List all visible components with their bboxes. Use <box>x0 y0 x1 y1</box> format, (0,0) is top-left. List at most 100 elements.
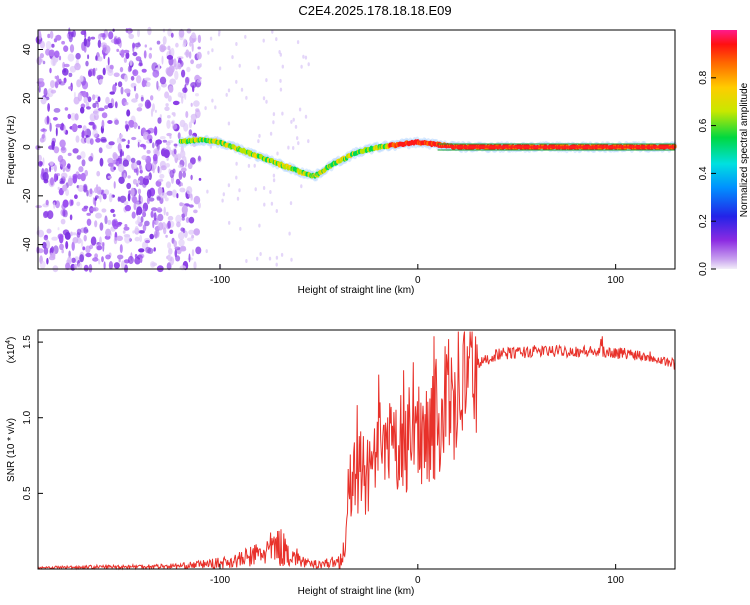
noise-speckle <box>108 162 114 167</box>
noise-speckle <box>88 70 92 77</box>
noise-speckle <box>139 59 143 67</box>
noise-speckle <box>53 164 57 172</box>
snr-x-ticks: -100 0 100 <box>210 564 624 586</box>
noise-speckle <box>99 222 104 231</box>
noise-speckle <box>161 222 167 230</box>
noise-speckle <box>174 246 181 251</box>
noise-speckle <box>156 40 161 45</box>
noise-speckle <box>137 29 140 38</box>
noise-speckle <box>63 125 67 134</box>
noise-speckle <box>191 34 197 39</box>
noise-speckle <box>207 50 210 55</box>
noise-speckle <box>142 208 146 218</box>
noise-speckle <box>96 245 103 251</box>
noise-speckle <box>222 192 225 197</box>
noise-speckle <box>92 207 99 212</box>
noise-speckle <box>85 245 91 254</box>
noise-speckle <box>191 249 195 257</box>
noise-speckle <box>42 172 49 182</box>
noise-speckle <box>81 80 89 90</box>
x-tick-label: -100 <box>210 275 230 286</box>
noise-speckle <box>42 128 45 132</box>
noise-speckle <box>146 189 152 199</box>
noise-speckle <box>38 33 42 40</box>
noise-speckle <box>88 264 93 273</box>
noise-speckle <box>80 151 86 160</box>
noise-speckle <box>60 218 66 225</box>
noise-speckle <box>67 113 72 119</box>
spectrogram-ylabel: Frequency (Hz) <box>6 116 17 185</box>
noise-speckle <box>275 262 278 267</box>
noise-speckle <box>70 199 74 206</box>
colorbar-tick-label: 0.8 <box>698 70 709 84</box>
noise-speckle <box>49 30 54 39</box>
noise-speckle <box>50 246 54 254</box>
noise-speckle <box>160 192 168 199</box>
noise-speckle <box>144 99 151 109</box>
noise-speckle <box>275 255 279 260</box>
noise-speckle <box>46 257 49 265</box>
noise-speckle <box>127 28 131 35</box>
noise-speckle <box>39 161 43 166</box>
noise-speckle <box>63 209 68 218</box>
noise-speckle <box>88 156 93 162</box>
noise-speckle <box>76 155 82 160</box>
noise-speckle <box>214 105 217 110</box>
noise-speckle <box>71 257 76 263</box>
noise-speckle <box>136 180 141 184</box>
noise-speckle <box>180 227 185 232</box>
noise-speckle <box>58 55 62 61</box>
noise-speckle <box>144 44 147 48</box>
noise-speckle <box>83 226 88 234</box>
noise-speckle <box>50 177 54 186</box>
noise-speckle <box>179 265 187 271</box>
snr-panel: -100 0 100 0.5 1.0 1.5 Height of straight li… <box>5 329 676 597</box>
noise-speckle <box>120 260 125 270</box>
noise-speckle <box>140 96 144 102</box>
noise-speckle <box>76 228 82 235</box>
noise-speckle <box>102 67 106 76</box>
noise-speckle <box>82 246 86 251</box>
noise-speckle <box>276 151 279 156</box>
noise-speckle <box>133 168 138 173</box>
noise-speckle <box>62 61 65 69</box>
noise-speckle <box>132 196 138 204</box>
noise-speckle <box>57 227 60 231</box>
noise-speckle <box>185 111 189 118</box>
noise-speckle <box>80 172 86 182</box>
noise-speckle <box>186 28 192 34</box>
noise-speckle <box>281 111 284 116</box>
noise-speckle <box>272 112 276 117</box>
noise-speckle <box>146 161 152 171</box>
noise-speckle <box>191 234 195 239</box>
noise-speckle <box>69 214 73 221</box>
noise-speckle <box>144 77 151 81</box>
noise-speckle <box>145 239 150 244</box>
noise-speckle <box>113 181 116 189</box>
noise-speckle <box>168 85 174 93</box>
noise-speckle <box>120 86 124 95</box>
noise-speckle <box>74 194 78 199</box>
colorbar-ticks: 0.0 0.2 0.4 0.6 0.8 <box>698 70 716 276</box>
noise-speckle <box>123 226 130 231</box>
noise-speckle <box>107 68 114 76</box>
noise-speckle <box>125 124 130 130</box>
noise-speckle <box>176 221 181 228</box>
noise-speckle <box>139 257 143 263</box>
noise-speckle <box>95 100 99 105</box>
noise-speckle <box>133 202 137 211</box>
noise-speckle <box>225 92 228 97</box>
noise-speckle <box>132 51 138 57</box>
noise-speckle <box>119 244 123 254</box>
noise-speckle <box>101 112 108 119</box>
noise-speckle <box>169 256 175 266</box>
noise-speckle <box>157 213 164 222</box>
noise-speckle <box>112 213 116 218</box>
noise-speckle <box>84 169 88 177</box>
noise-speckle <box>94 94 99 98</box>
noise-speckle <box>136 183 139 187</box>
noise-speckle <box>144 175 151 179</box>
noise-speckle <box>107 219 112 226</box>
noise-speckle <box>57 233 64 240</box>
noise-speckle <box>138 194 141 202</box>
